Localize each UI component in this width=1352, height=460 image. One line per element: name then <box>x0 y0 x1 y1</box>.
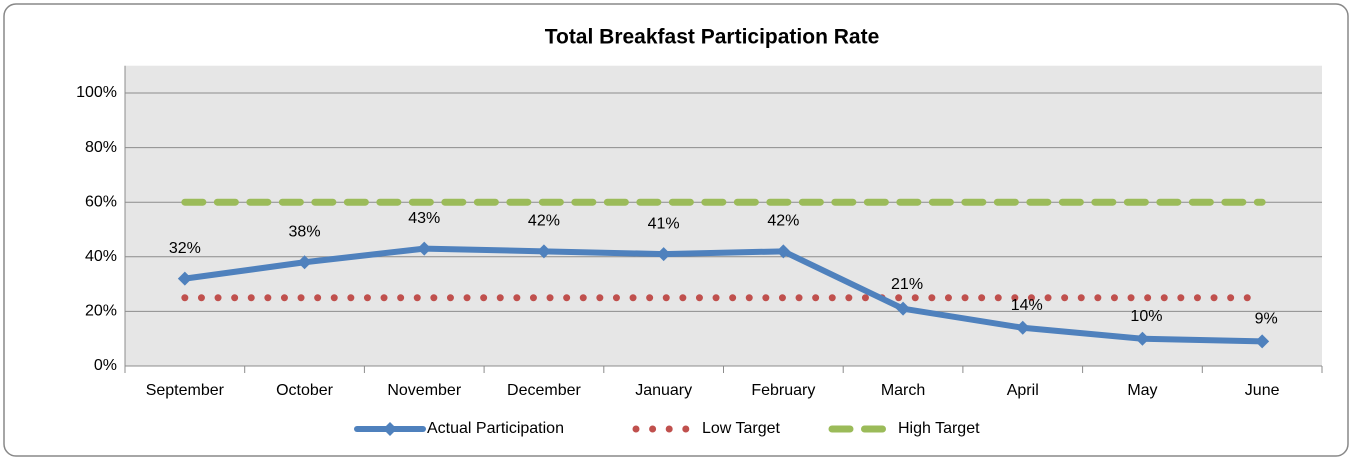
y-tick-label: 80% <box>85 139 117 156</box>
y-tick-label: 0% <box>94 357 117 374</box>
data-label: 38% <box>289 223 321 240</box>
x-tick-label: May <box>1127 382 1157 399</box>
y-tick-label: 20% <box>85 303 117 320</box>
x-tick-label: March <box>881 382 925 399</box>
y-tick-label: 100% <box>76 84 117 101</box>
data-label: 41% <box>648 215 680 232</box>
x-tick-label: October <box>276 382 334 399</box>
marker <box>776 244 791 259</box>
marker <box>896 301 911 316</box>
legend-label: High Target <box>898 420 980 437</box>
marker <box>1015 320 1030 335</box>
data-label: 43% <box>408 210 440 227</box>
x-tick-label: December <box>507 382 581 399</box>
y-tick-label: 60% <box>85 193 117 210</box>
plot-area <box>125 65 1322 366</box>
marker <box>417 241 432 256</box>
chart-title: Total Breakfast Participation Rate <box>545 26 880 49</box>
x-tick-label: February <box>751 382 815 399</box>
marker <box>297 255 312 270</box>
x-tick-label: April <box>1007 382 1039 399</box>
legend-marker <box>383 422 397 436</box>
marker <box>1255 334 1270 349</box>
x-tick-label: January <box>635 382 692 399</box>
data-label: 10% <box>1130 308 1162 325</box>
data-label: 21% <box>891 276 923 293</box>
marker <box>536 244 551 259</box>
series-line <box>181 245 1266 345</box>
marker <box>177 271 192 286</box>
marker <box>656 247 671 262</box>
legend-label: Actual Participation <box>427 420 564 437</box>
x-tick-label: September <box>146 382 225 399</box>
marker <box>1135 331 1150 346</box>
x-tick-label: November <box>387 382 461 399</box>
x-tick-label: June <box>1245 382 1280 399</box>
data-label: 14% <box>1011 297 1043 314</box>
data-label: 42% <box>528 213 560 230</box>
data-label: 9% <box>1255 311 1278 328</box>
data-label: 32% <box>169 240 201 257</box>
y-tick-label: 40% <box>85 248 117 265</box>
legend-label: Low Target <box>702 420 781 437</box>
data-label: 42% <box>767 213 799 230</box>
